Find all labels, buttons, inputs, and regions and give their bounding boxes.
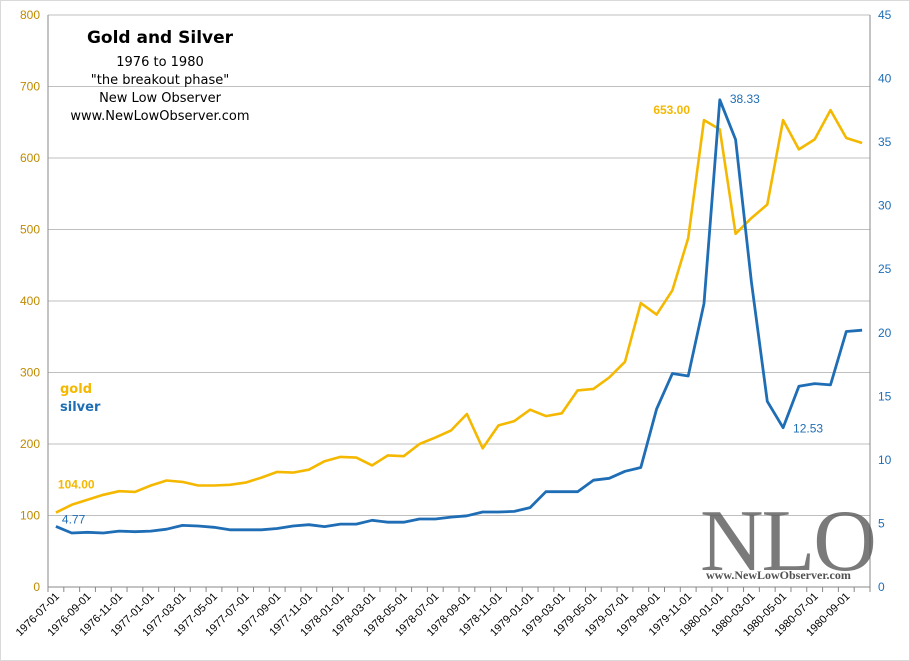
nlo-watermark-url: www.NewLowObserver.com [706,568,851,582]
y-tick-label-right: 10 [878,453,892,467]
y-tick-label-left: 200 [20,437,40,451]
y-tick-label-left: 700 [20,80,40,94]
y-tick-label-left: 100 [20,509,40,523]
legend-gold: gold [60,382,92,397]
y-tick-label-left: 800 [20,8,40,22]
chart-title: Gold and Silver [86,28,234,48]
silver-series-line [55,98,863,535]
y-tick-label-right: 25 [878,262,892,276]
y-tick-label-left: 300 [20,366,40,380]
data-label-gold: 653.00 [653,103,690,117]
y-tick-label-left: 0 [33,580,40,594]
data-label-silver: 4.77 [62,512,86,526]
chart-author: New Low Observer [99,91,221,106]
chart-site: www.NewLowObserver.com [70,109,250,124]
y-tick-label-right: 45 [878,8,892,22]
data-label-silver: 12.53 [793,422,823,436]
chart-phase: "the breakout phase" [90,73,230,88]
y-tick-label-right: 40 [878,72,892,86]
y-tick-label-right: 20 [878,326,892,340]
y-tick-label-right: 15 [878,389,892,403]
y-tick-label-right: 30 [878,199,892,213]
nlo-watermark-logo: NLO [700,493,877,590]
y-tick-label-right: 5 [878,516,885,530]
y-tick-label-left: 500 [20,223,40,237]
data-label-gold: 104.00 [58,478,95,492]
data-label-silver: 38.33 [730,92,760,106]
y-tick-label-right: 35 [878,135,892,149]
y-tick-label-right: 0 [878,580,885,594]
y-tick-label-left: 400 [20,294,40,308]
chart-title-block: Gold and Silver 1976 to 1980 "the breako… [55,28,265,126]
gold-series-line [55,108,863,514]
chart-subtitle: 1976 to 1980 [116,55,204,70]
y-tick-label-left: 600 [20,151,40,165]
legend-silver: silver [60,400,101,415]
